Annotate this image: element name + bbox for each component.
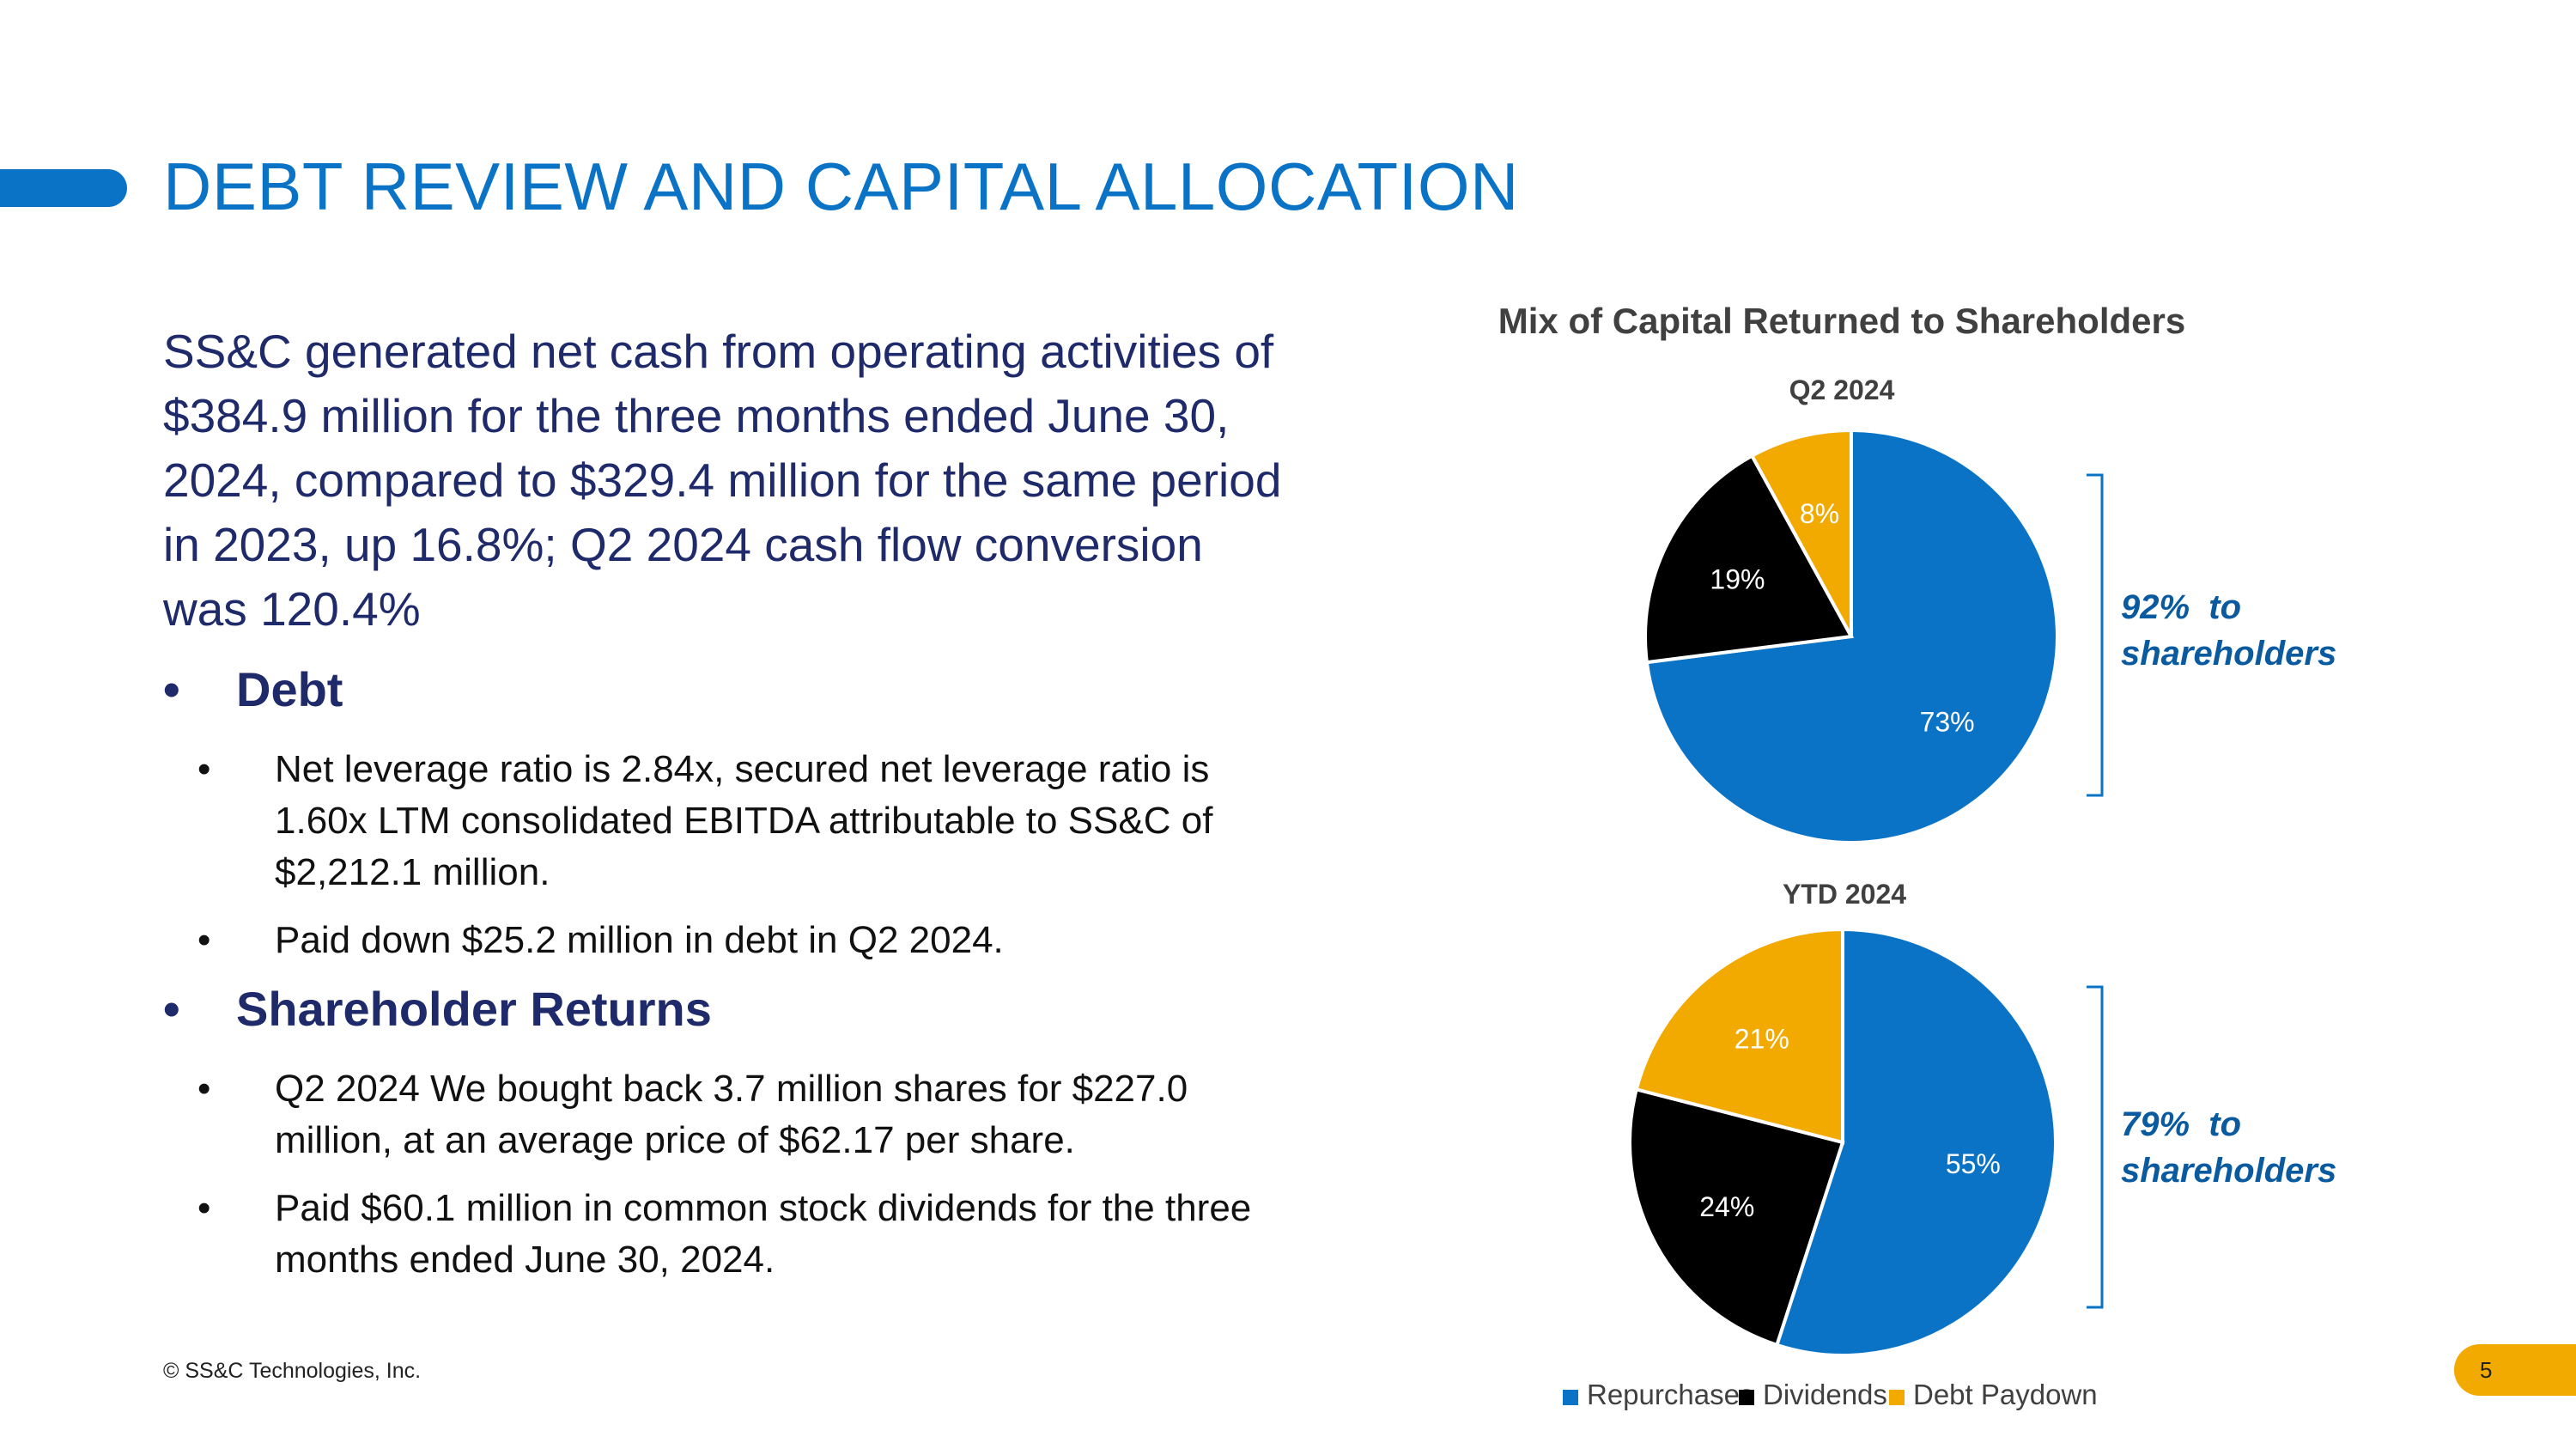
legend-label-dividends: Dividends — [1763, 1379, 1887, 1410]
legend-swatch-repurchases — [1563, 1390, 1578, 1405]
bracket-q2 — [2087, 473, 2104, 797]
legend-label-repurchases: Repurchases — [1587, 1379, 1753, 1410]
pie-label-ytd-dividends: 24% — [1699, 1191, 1754, 1222]
pie-slice-ytd-repurchases — [1774, 927, 2058, 1357]
title-accent-bar — [0, 169, 127, 207]
annotation-ytd: 79% to shareholders — [2121, 1105, 2336, 1190]
pie-subtitle-q2-2024: Q2 2024 — [1789, 374, 1895, 405]
lead-paragraph: SS&C generated net cash from operating a… — [163, 325, 1282, 636]
legend-swatch-debt-paydown — [1889, 1390, 1905, 1405]
pie-slice-ytd-debt-paydown — [1634, 927, 1844, 1145]
section-heading-debt-label: Debt — [236, 662, 343, 716]
annotation-q2-line-1: 92% to — [2121, 588, 2241, 626]
pie-label-q2-debt-paydown: 8% — [1800, 498, 1839, 529]
annotation-q2-line-2: shareholders — [2121, 635, 2336, 673]
chart-legend: Repurchases Dividends Debt Paydown — [1563, 1379, 2098, 1410]
pie-label-q2-repurchases: 73% — [1920, 706, 1975, 737]
section-heading-shareholder-returns: • Shareholder Returns — [163, 982, 712, 1036]
section-heading-shareholder-returns-label: Shareholder Returns — [236, 982, 712, 1036]
footer-copyright: © SS&C Technologies, Inc. — [163, 1359, 422, 1383]
pie-label-ytd-repurchases: 55% — [1946, 1148, 2001, 1179]
annotation-ytd-line-2: shareholders — [2121, 1152, 2336, 1190]
pie-label-ytd-debt-paydown: 21% — [1735, 1024, 1789, 1055]
pie-chart-ytd-2024: YTD 2024 55% 24% 21% — [1628, 879, 2058, 1357]
chart-title: Mix of Capital Returned to Shareholders — [1498, 301, 2185, 341]
section-heading-debt: • Debt — [163, 662, 343, 716]
legend-swatch-dividends — [1739, 1390, 1754, 1405]
pie-slice-ytd-dividends — [1628, 1087, 1845, 1348]
legend-label-debt-paydown: Debt Paydown — [1913, 1379, 2098, 1410]
pie-chart-q2-2024: Q2 2024 73% 19% 8% — [1643, 374, 2059, 844]
bullet-debt-paydown: Paid down $25.2 million in debt in Q2 20… — [197, 915, 1271, 966]
annotation-ytd-line-1: 79% to — [2121, 1105, 2241, 1143]
bullet-dividends: Paid $60.1 million in common stock divid… — [197, 1183, 1271, 1286]
bracket-ytd — [2087, 985, 2104, 1309]
page-number-badge: 5 — [2454, 1344, 2576, 1396]
bullet-buyback: Q2 2024 We bought back 3.7 million share… — [197, 1063, 1271, 1166]
pie-subtitle-ytd-2024: YTD 2024 — [1783, 879, 1906, 910]
page-title: DEBT REVIEW AND CAPITAL ALLOCATION — [163, 149, 1519, 224]
pie-slice-q2-debt-paydown — [1749, 428, 1853, 637]
annotation-q2: 92% to shareholders — [2121, 588, 2336, 673]
pie-slice-q2-dividends — [1643, 453, 1855, 665]
pie-label-q2-dividends: 19% — [1710, 563, 1765, 594]
bullet-debt-leverage: Net leverage ratio is 2.84x, secured net… — [197, 744, 1271, 898]
